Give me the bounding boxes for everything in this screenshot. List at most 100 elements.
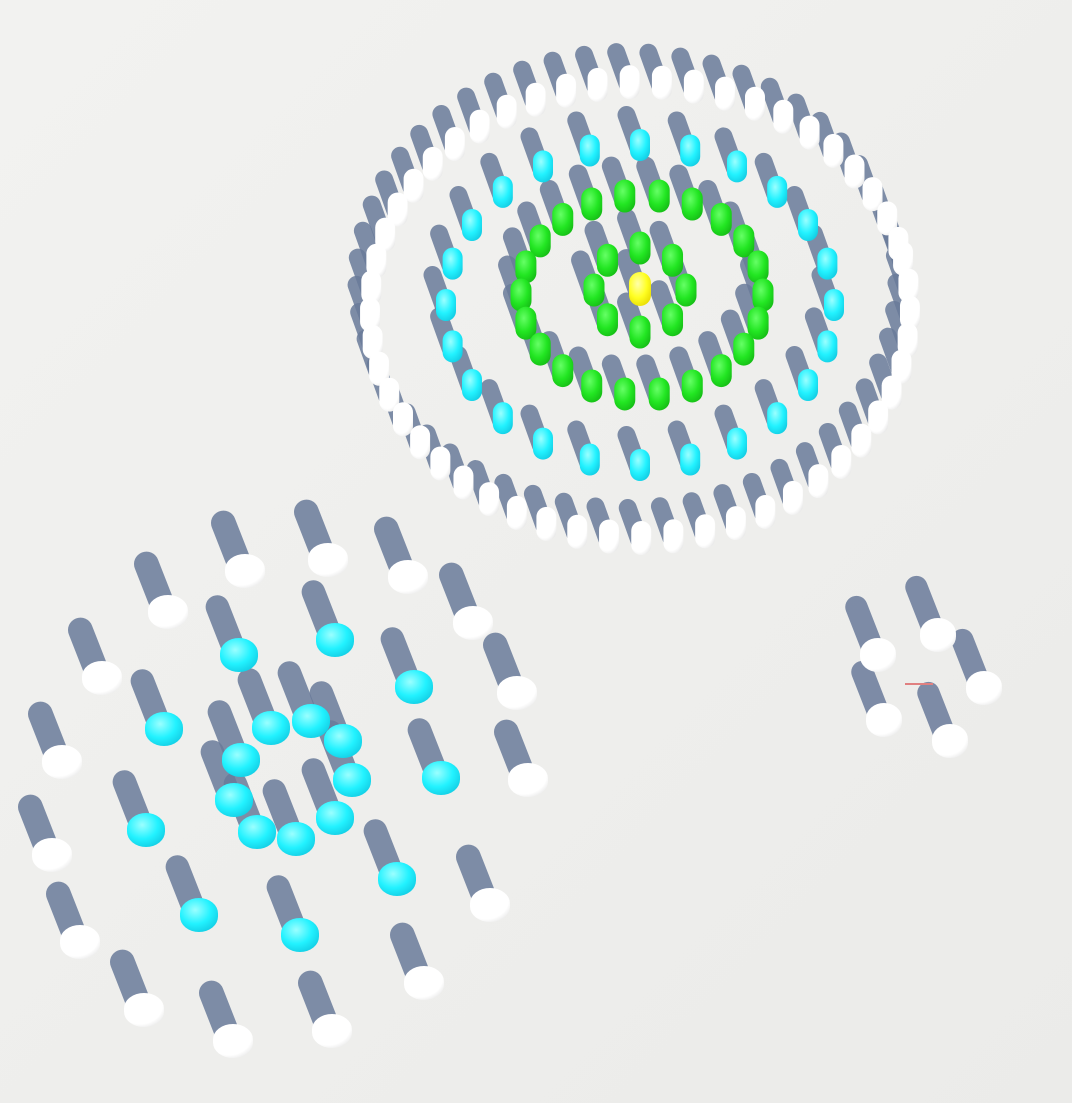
cyan-pin[interactable] [395, 670, 433, 704]
yellow-pin[interactable] [629, 272, 651, 306]
green-pin[interactable] [629, 231, 651, 265]
green-pin[interactable] [710, 354, 732, 388]
cyan-pin[interactable] [492, 175, 513, 208]
white-pin[interactable] [808, 464, 829, 499]
white-pin[interactable] [453, 465, 474, 500]
white-pin[interactable] [851, 423, 872, 458]
cyan-pin[interactable] [222, 743, 260, 777]
cyan-pin[interactable] [727, 150, 747, 183]
green-pin[interactable] [681, 369, 703, 403]
green-pin[interactable] [529, 224, 551, 258]
white-pin[interactable] [782, 480, 803, 515]
white-pin[interactable] [148, 595, 188, 629]
cyan-pin[interactable] [442, 247, 463, 280]
white-pin[interactable] [695, 514, 716, 549]
white-pin[interactable] [881, 375, 902, 410]
green-pin[interactable] [515, 250, 537, 284]
white-pin[interactable] [932, 724, 968, 758]
white-pin[interactable] [920, 618, 956, 652]
white-pin[interactable] [312, 1014, 352, 1048]
green-pin[interactable] [552, 354, 574, 388]
white-pin[interactable] [379, 377, 400, 412]
white-pin[interactable] [388, 560, 428, 594]
white-pin[interactable] [715, 76, 736, 111]
white-pin[interactable] [860, 638, 896, 672]
cyan-pin[interactable] [767, 175, 788, 208]
cyan-pin[interactable] [316, 801, 354, 835]
cyan-pin[interactable] [579, 443, 600, 476]
cyan-pin[interactable] [727, 427, 747, 460]
cyan-pin[interactable] [127, 813, 165, 847]
cyan-pin[interactable] [281, 918, 319, 952]
green-pin[interactable] [681, 187, 703, 221]
white-pin[interactable] [556, 73, 577, 108]
white-pin[interactable] [744, 86, 765, 121]
cyan-pin[interactable] [333, 763, 371, 797]
white-pin[interactable] [755, 494, 776, 529]
cyan-pin[interactable] [824, 289, 844, 321]
cyan-pin[interactable] [436, 289, 456, 321]
white-pin[interactable] [360, 297, 381, 332]
cyan-pin[interactable] [680, 443, 701, 476]
white-pin[interactable] [225, 554, 265, 588]
white-pin[interactable] [619, 65, 640, 100]
cyan-pin[interactable] [461, 209, 482, 241]
green-pin[interactable] [662, 243, 684, 277]
cyan-pin[interactable] [817, 247, 838, 280]
green-pin[interactable] [648, 377, 670, 411]
white-pin[interactable] [60, 925, 100, 959]
cyan-pin[interactable] [292, 704, 330, 738]
white-pin[interactable] [469, 109, 490, 144]
green-pin[interactable] [596, 303, 618, 337]
white-pin[interactable] [966, 671, 1002, 705]
cyan-pin[interactable] [630, 129, 650, 161]
white-pin[interactable] [213, 1024, 253, 1058]
white-pin[interactable] [899, 295, 920, 330]
white-pin[interactable] [506, 495, 527, 530]
white-pin[interactable] [375, 217, 396, 252]
white-pin[interactable] [725, 506, 746, 541]
cyan-pin[interactable] [767, 402, 788, 435]
green-pin[interactable] [529, 332, 551, 366]
white-pin[interactable] [82, 661, 122, 695]
white-pin[interactable] [683, 69, 704, 104]
green-pin[interactable] [510, 278, 532, 312]
white-pin[interactable] [404, 966, 444, 1000]
cyan-pin[interactable] [442, 330, 463, 363]
cyan-pin[interactable] [798, 209, 819, 241]
white-pin[interactable] [567, 514, 588, 549]
white-pin[interactable] [587, 67, 608, 102]
green-pin[interactable] [596, 243, 618, 277]
white-pin[interactable] [444, 127, 465, 162]
white-pin[interactable] [124, 993, 164, 1027]
white-pin[interactable] [651, 65, 672, 100]
green-pin[interactable] [747, 250, 769, 284]
white-pin[interactable] [599, 519, 620, 554]
white-pin[interactable] [631, 520, 652, 555]
cyan-pin[interactable] [220, 638, 258, 672]
white-pin[interactable] [392, 402, 413, 437]
white-pin[interactable] [508, 763, 548, 797]
cyan-pin[interactable] [324, 724, 362, 758]
green-pin[interactable] [733, 224, 755, 258]
cyan-pin[interactable] [461, 369, 482, 401]
green-pin[interactable] [552, 202, 574, 236]
white-pin[interactable] [361, 270, 382, 305]
green-pin[interactable] [614, 377, 636, 411]
white-pin[interactable] [799, 115, 820, 150]
white-pin[interactable] [868, 400, 889, 435]
white-pin[interactable] [387, 192, 408, 227]
cyan-pin[interactable] [238, 815, 276, 849]
cyan-pin[interactable] [798, 369, 819, 401]
white-pin[interactable] [32, 838, 72, 872]
green-pin[interactable] [581, 187, 603, 221]
white-pin[interactable] [308, 543, 348, 577]
cyan-pin[interactable] [680, 134, 701, 167]
green-pin[interactable] [583, 273, 605, 307]
white-pin[interactable] [366, 243, 387, 278]
green-pin[interactable] [752, 278, 774, 312]
white-pin[interactable] [773, 99, 794, 134]
white-pin[interactable] [430, 446, 451, 481]
green-pin[interactable] [662, 303, 684, 337]
cyan-pin[interactable] [630, 449, 650, 481]
